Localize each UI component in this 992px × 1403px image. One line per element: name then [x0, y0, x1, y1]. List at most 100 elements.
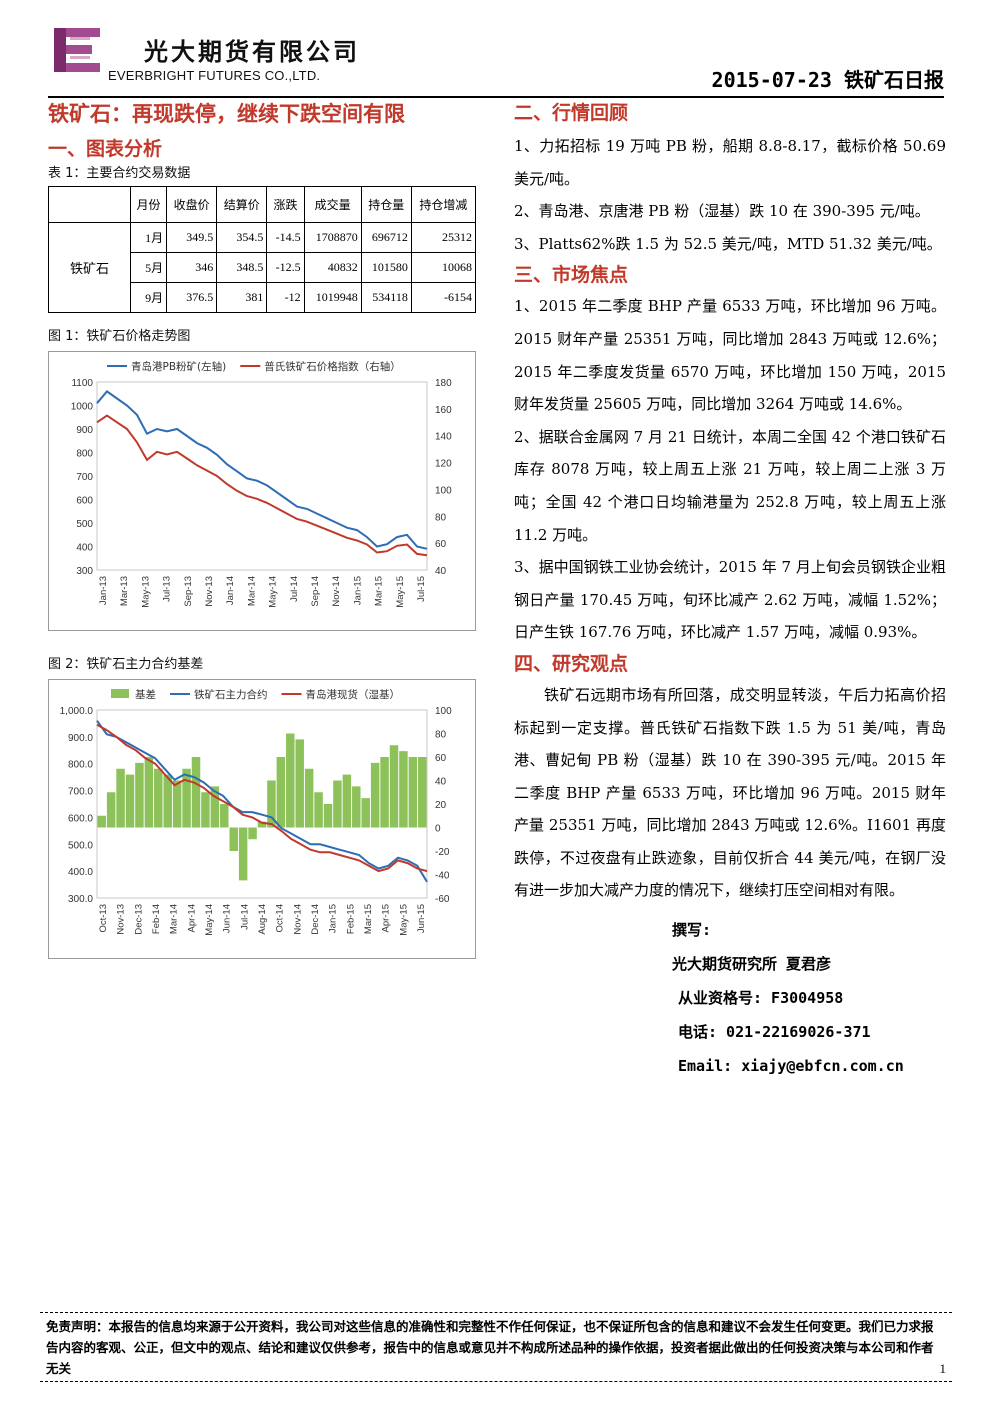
table-cell: 348.5 [216, 252, 268, 283]
basis-bar [125, 774, 135, 828]
y-right-tick-label: 120 [435, 459, 452, 470]
y-right-tick-label: 0 [435, 824, 441, 835]
x-tick-label: Dec-14 [310, 904, 321, 935]
y-left-tick-label: 800.0 [68, 760, 93, 771]
table-cell: -6154 [410, 282, 477, 313]
x-tick-label: May-15 [398, 904, 409, 936]
table-cell: 5月 [129, 252, 168, 283]
section-market-review: 二、行情回顾 [514, 102, 629, 124]
x-tick-label: Sep-14 [310, 576, 321, 607]
series-line [96, 390, 428, 550]
table-header-cell: 成交量 [303, 186, 362, 223]
company-name-cn: 光大期货有限公司 [144, 38, 360, 66]
basis-bar [144, 757, 154, 828]
y-right-tick-label: 180 [435, 378, 452, 389]
author-block: 撰写: 光大期货研究所 夏君彦 从业资格号: F3004958 电话: 021-… [514, 913, 946, 1083]
x-tick-label: Oct-14 [275, 904, 286, 933]
table-cell: 381 [216, 282, 268, 313]
basis-bar [342, 774, 352, 828]
table-cell: -12.5 [266, 252, 305, 283]
table-header-cell: 结算价 [216, 186, 268, 223]
x-tick-label: Feb-15 [345, 904, 356, 934]
section-chart-analysis: 一、图表分析 [48, 138, 163, 160]
table-header-cell: 月份 [129, 186, 168, 223]
basis-bar [399, 751, 408, 828]
y-left-tick-label: 600 [76, 496, 93, 507]
basis-bar [238, 827, 248, 881]
author-name: 光大期货研究所 夏君彦 [672, 955, 832, 974]
basis-bar [361, 798, 370, 828]
x-tick-label: May-14 [268, 576, 279, 608]
market-focus-item: 3、据中国钢铁工业协会统计，2015 年 7 月上旬会员钢铁企业粗钢日产量 17… [514, 558, 946, 642]
basis-bar [267, 780, 276, 828]
table-cell: 9月 [129, 282, 168, 313]
basis-bar [191, 757, 201, 828]
basis-bar [408, 757, 418, 828]
basis-bar [286, 733, 295, 828]
section-market-focus: 三、市场焦点 [514, 264, 629, 287]
table-header-cell: 收盘价 [166, 186, 218, 223]
basis-bar [389, 745, 399, 828]
y-left-tick-label: 900.0 [68, 733, 93, 744]
x-tick-label: Jul-14 [239, 904, 250, 930]
market-review-item: 1、力拓招标 19 万吨 PB 粉，船期 8.8-8.17，截标价格 50.69… [514, 137, 946, 188]
basis-bar [210, 786, 220, 828]
author-license: 从业资格号: F3004958 [678, 989, 844, 1008]
y-left-tick-label: 400 [76, 543, 93, 554]
table-row: 9月 376.5 381 -12 1019948 534118 -6154 [49, 282, 477, 313]
figure1-caption: 图 1：铁矿石价格走势图 [48, 329, 191, 344]
table-cell: 349.5 [166, 222, 218, 253]
y-right-tick-label: 140 [435, 432, 452, 443]
table-header-cell: 持仓量 [360, 186, 412, 223]
x-tick-label: Mar-14 [246, 576, 257, 606]
y-left-tick-label: 500.0 [68, 840, 93, 851]
series-line [96, 720, 428, 883]
everbright-logo-icon [54, 28, 100, 72]
legend-swatch [111, 689, 129, 698]
y-left-tick-label: 1,000.0 [60, 706, 94, 717]
table-cell: 10068 [410, 252, 477, 283]
table-header-blank [48, 186, 131, 223]
legend-label: 铁矿石主力合约 [194, 688, 268, 701]
basis-bar [276, 757, 286, 828]
y-left-tick-label: 300 [76, 566, 93, 577]
y-left-tick-label: 700.0 [68, 787, 93, 798]
legend-label: 基差 [135, 688, 156, 701]
price-trend-chart: 1100 1000 900 800 700 600 500 400 300 180 160 140 12… [48, 351, 476, 631]
disclaimer-text: 免责声明：本报告的信息均来源于公开资料，我公司对这些信息的准确性和完整性不作任何… [46, 1319, 934, 1376]
basis-bar [220, 804, 229, 828]
table-caption: 表 1：主要合约交易数据 [48, 166, 191, 181]
table-cell: 696712 [360, 222, 412, 253]
y-right-tick-label: 40 [435, 566, 447, 577]
market-review-item: 2、青岛港、京唐港 PB 粉（湿基）跌 10 在 390-395 元/吨。 [514, 202, 930, 221]
basis-bar [295, 739, 304, 828]
basis-svg: 1,000.0 900.0 800.0 700.0 600.0 500.0 400.0 300… [60, 688, 452, 936]
y-right-tick-label: 80 [435, 730, 447, 741]
y-right-tick-label: -40 [435, 871, 450, 882]
table-header-row: 月份 收盘价 结算价 涨跌 成交量 持仓量 持仓增减 [48, 186, 477, 223]
basis-chart: 1,000.0 900.0 800.0 700.0 600.0 500.0 400.0 300… [48, 679, 476, 959]
x-tick-label: Feb-14 [151, 904, 162, 934]
y-right-tick-label: 60 [435, 753, 447, 764]
table-cell: 1019948 [303, 282, 362, 313]
page-header: 光大期货有限公司 EVERBRIGHT FUTURES CO.,LTD. 201… [48, 20, 944, 98]
y-left-tick-label: 900 [76, 425, 93, 436]
y-left-tick-label: 400.0 [68, 867, 93, 878]
research-view-paragraph: 铁矿石远期市场有所回落，成交明显转淡，午后力拓高价招标起到一定支撑。普氏铁矿石指… [514, 685, 946, 900]
x-tick-label: May-14 [204, 904, 215, 936]
x-tick-label: Aug-14 [257, 904, 268, 935]
x-tick-label: Mar-13 [119, 576, 130, 606]
market-focus-item: 2、据联合金属网 7 月 21 日统计，本周二全国 42 个港口铁矿石库存 80… [514, 427, 946, 544]
company-name-en: EVERBRIGHT FUTURES CO.,LTD. [108, 68, 321, 83]
x-tick-label: Jul-13 [162, 576, 173, 602]
x-tick-label: Dec-13 [133, 904, 144, 935]
author-email: Email: xiajy@ebfcn.com.cn [678, 1057, 904, 1076]
y-right-tick-label: -60 [435, 894, 450, 905]
table-cell: -14.5 [266, 222, 305, 253]
x-tick-label: Mar-15 [363, 904, 374, 934]
basis-bar [418, 757, 427, 828]
basis-bar [257, 821, 267, 828]
x-tick-label: Oct-13 [98, 904, 109, 933]
legend-label: 青岛港现货（湿基） [306, 688, 401, 701]
legend-label: 普氏铁矿石价格指数（右轴） [264, 360, 401, 373]
